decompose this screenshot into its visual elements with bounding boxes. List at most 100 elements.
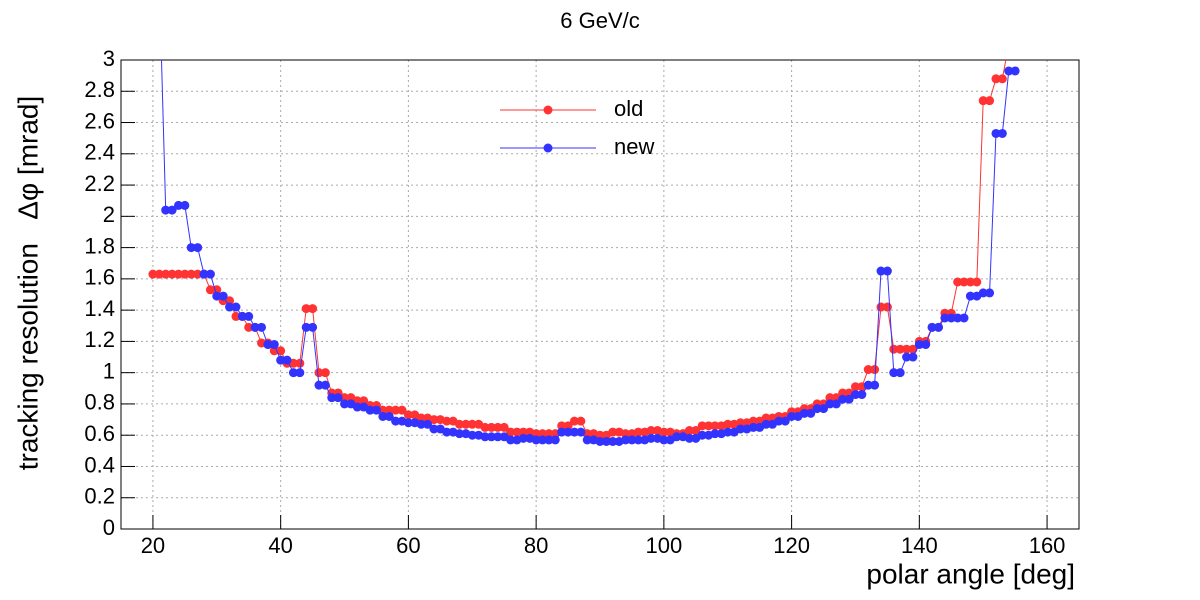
data-point xyxy=(761,413,771,423)
data-point xyxy=(314,380,324,390)
data-point xyxy=(684,433,694,443)
data-point xyxy=(295,368,305,378)
data-point xyxy=(850,390,860,400)
data-point xyxy=(538,435,548,445)
data-point xyxy=(218,291,228,301)
data-point xyxy=(889,344,899,354)
data-point xyxy=(595,436,605,446)
y-tick-label: 2.2 xyxy=(84,171,115,196)
data-point xyxy=(710,421,720,431)
data-point xyxy=(161,205,171,215)
data-point xyxy=(454,419,464,429)
data-point xyxy=(391,416,401,426)
data-point xyxy=(844,394,854,404)
data-point xyxy=(870,365,880,375)
data-point xyxy=(697,421,707,431)
y-tick-label: 1 xyxy=(103,358,115,383)
data-point xyxy=(506,435,516,445)
data-point xyxy=(148,269,158,279)
data-point xyxy=(442,427,452,437)
data-point xyxy=(193,269,203,279)
data-point xyxy=(359,396,369,406)
data-point xyxy=(486,432,496,442)
data-point xyxy=(180,200,190,210)
data-point xyxy=(569,427,579,437)
data-point xyxy=(787,411,797,421)
data-point xyxy=(423,419,433,429)
data-point xyxy=(882,266,892,276)
data-point xyxy=(416,419,426,429)
x-tick-label: 20 xyxy=(141,533,165,558)
data-point xyxy=(320,380,330,390)
data-point xyxy=(889,368,899,378)
data-point xyxy=(371,405,381,415)
data-point xyxy=(691,426,701,436)
data-point xyxy=(499,422,509,432)
data-point xyxy=(333,393,343,403)
data-point xyxy=(384,405,394,415)
data-point xyxy=(684,426,694,436)
data-point xyxy=(838,388,848,398)
data-point xyxy=(295,358,305,368)
data-point xyxy=(633,427,643,437)
data-point xyxy=(576,416,586,426)
data-point xyxy=(231,311,241,321)
data-point xyxy=(838,394,848,404)
data-point xyxy=(933,322,943,332)
data-point xyxy=(167,269,177,279)
data-point xyxy=(850,382,860,392)
data-point xyxy=(173,269,183,279)
data-point xyxy=(288,368,298,378)
data-point xyxy=(193,243,203,253)
data-point xyxy=(544,429,554,439)
data-point xyxy=(205,285,215,295)
data-point xyxy=(921,340,931,350)
data-point xyxy=(506,427,516,437)
data-point xyxy=(301,304,311,314)
data-point xyxy=(621,435,631,445)
chart-title: 6 GeV/c xyxy=(560,8,639,33)
data-point xyxy=(493,432,503,442)
data-point xyxy=(1010,66,1020,76)
data-point xyxy=(825,393,835,403)
data-point xyxy=(429,424,439,434)
data-point xyxy=(710,429,720,439)
data-point xyxy=(512,427,522,437)
data-point xyxy=(812,404,822,414)
data-point xyxy=(882,302,892,312)
data-point xyxy=(186,243,196,253)
data-point xyxy=(314,368,324,378)
data-point xyxy=(244,311,254,321)
data-point xyxy=(403,410,413,420)
data-point xyxy=(442,416,452,426)
data-point xyxy=(276,346,286,356)
data-point xyxy=(538,429,548,439)
data-point xyxy=(806,408,816,418)
y-tick-label: 0.8 xyxy=(84,390,115,415)
data-point xyxy=(608,436,618,446)
x-tick-label: 40 xyxy=(268,533,292,558)
data-point xyxy=(154,269,164,279)
data-point xyxy=(416,413,426,423)
y-tick-label: 2.4 xyxy=(84,140,115,165)
data-point xyxy=(780,416,790,426)
data-point xyxy=(576,427,586,437)
data-point xyxy=(454,429,464,439)
data-point xyxy=(870,380,880,390)
data-point xyxy=(378,405,388,415)
data-point xyxy=(199,269,209,279)
y-tick-label: 1.4 xyxy=(84,296,115,321)
data-point xyxy=(531,429,541,439)
data-point xyxy=(237,311,247,321)
legend-marker xyxy=(543,105,553,115)
data-point xyxy=(550,435,560,445)
data-point xyxy=(857,390,867,400)
data-point xyxy=(557,427,567,437)
data-point xyxy=(831,399,841,409)
y-tick-label: 0.2 xyxy=(84,484,115,509)
data-point xyxy=(736,418,746,428)
data-point xyxy=(480,432,490,442)
data-point xyxy=(544,435,554,445)
data-point xyxy=(518,427,528,437)
data-point xyxy=(301,322,311,332)
